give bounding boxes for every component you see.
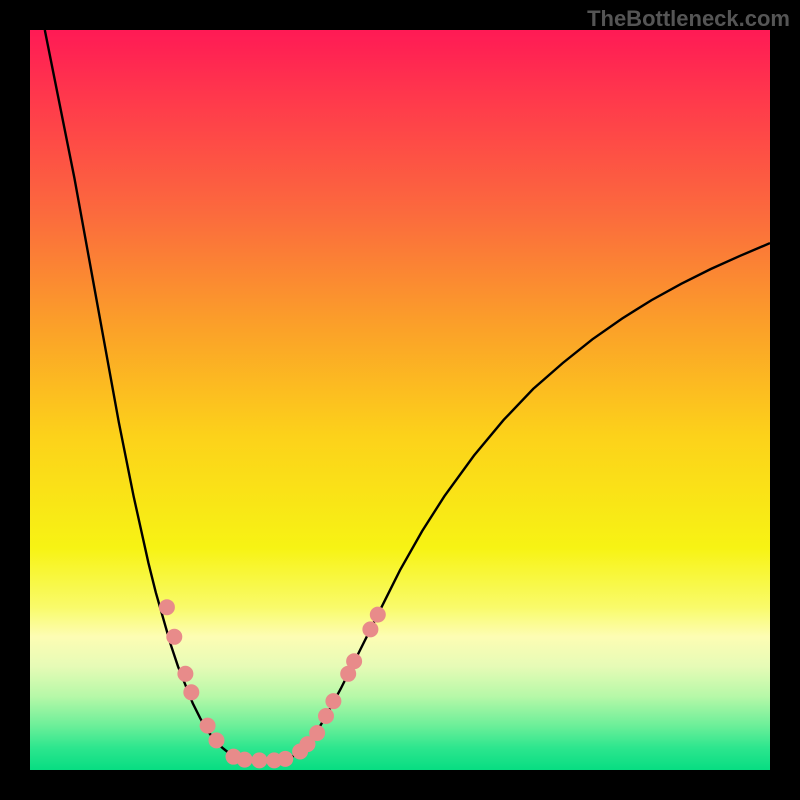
marker-dot: [178, 666, 193, 681]
plot-area: [30, 30, 770, 770]
marker-dot: [159, 600, 174, 615]
marker-dot: [347, 654, 362, 669]
marker-group: [159, 600, 385, 768]
marker-dot: [200, 718, 215, 733]
marker-dot: [370, 607, 385, 622]
marker-dot: [252, 753, 267, 768]
marker-dot: [310, 726, 325, 741]
marker-dot: [363, 622, 378, 637]
marker-dot: [326, 694, 341, 709]
right-curve: [289, 243, 770, 758]
left-curve: [45, 30, 237, 758]
watermark-text: TheBottleneck.com: [587, 6, 790, 32]
marker-dot: [184, 685, 199, 700]
marker-dot: [167, 629, 182, 644]
marker-dot: [319, 708, 334, 723]
marker-dot: [209, 733, 224, 748]
marker-dot: [237, 752, 252, 767]
marker-dot: [278, 751, 293, 766]
curves-layer: [30, 30, 770, 770]
